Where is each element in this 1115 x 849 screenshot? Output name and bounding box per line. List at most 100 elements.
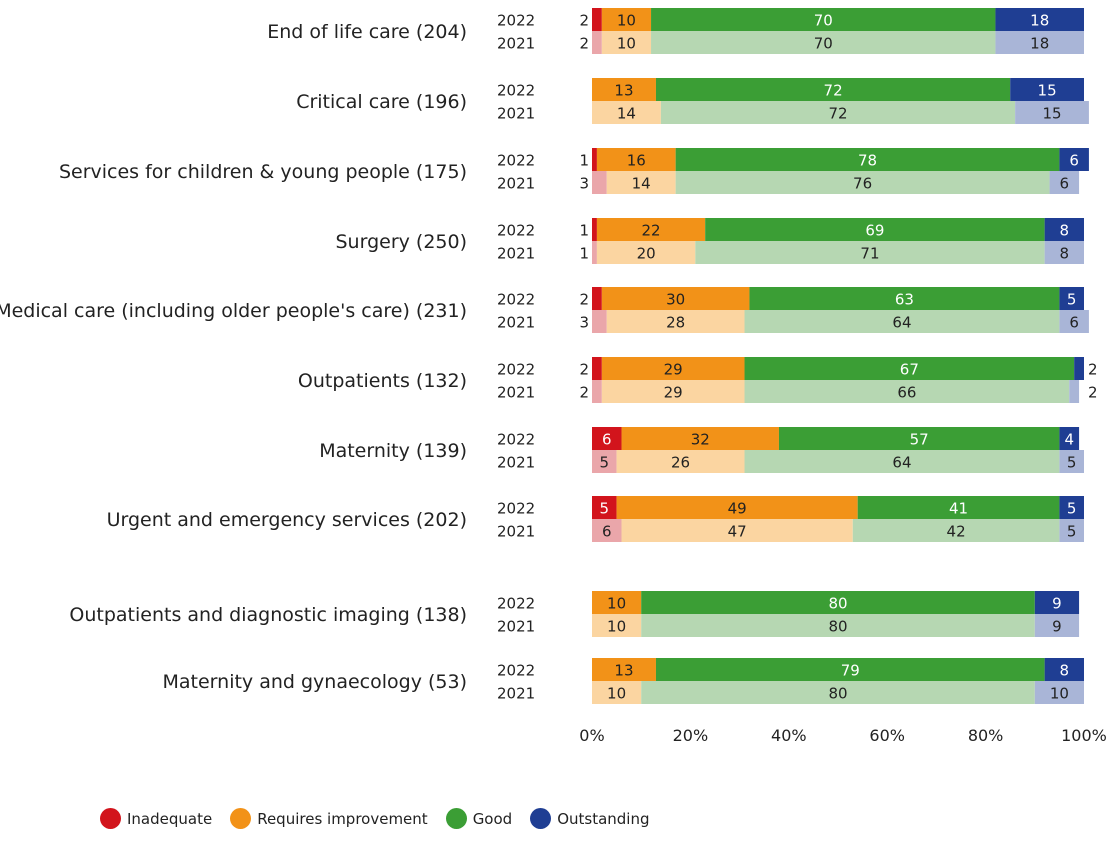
bar-segment bbox=[606, 310, 745, 333]
bar-segment bbox=[592, 101, 661, 124]
data-label: 10 bbox=[617, 35, 636, 53]
bar-segment bbox=[1059, 519, 1084, 542]
bar-segment bbox=[778, 427, 1060, 450]
bar-segment bbox=[655, 78, 1011, 101]
bar-segment bbox=[1059, 427, 1080, 450]
bar-segment bbox=[705, 218, 1045, 241]
data-label: 9 bbox=[1052, 618, 1062, 636]
legend-swatch bbox=[445, 808, 467, 829]
bar-segment bbox=[1069, 380, 1080, 403]
category-label: Maternity and gynaecology (53) bbox=[163, 671, 468, 693]
category-group: Outpatients and diagnostic imaging (138)… bbox=[69, 591, 1080, 637]
bar-segment bbox=[592, 519, 622, 542]
year-label: 2021 bbox=[497, 35, 535, 53]
data-label: 14 bbox=[617, 105, 636, 123]
legend-entry: Good bbox=[445, 808, 512, 829]
year-label: 2021 bbox=[497, 618, 535, 636]
data-label: 15 bbox=[1042, 105, 1061, 123]
bar-segment bbox=[592, 31, 602, 54]
data-label: 18 bbox=[1030, 35, 1049, 53]
bar-segment bbox=[660, 101, 1016, 124]
legend-label: Outstanding bbox=[557, 809, 650, 828]
data-label: 2 bbox=[579, 384, 589, 402]
data-label: 32 bbox=[691, 431, 710, 449]
bar-segment bbox=[995, 8, 1084, 31]
data-label: 5 bbox=[1067, 291, 1077, 309]
bar-segment bbox=[744, 310, 1060, 333]
data-label: 29 bbox=[664, 384, 683, 402]
bar-segment bbox=[592, 427, 622, 450]
x-tick-label: 40% bbox=[771, 726, 807, 745]
year-label: 2022 bbox=[497, 152, 535, 170]
data-label: 2 bbox=[579, 35, 589, 53]
category-label: Maternity (139) bbox=[319, 440, 467, 462]
year-label: 2021 bbox=[497, 105, 535, 123]
x-tick-label: 80% bbox=[968, 726, 1004, 745]
bar-segment bbox=[1015, 101, 1089, 124]
data-label: 2 bbox=[579, 361, 589, 379]
data-label: 67 bbox=[900, 361, 919, 379]
data-label: 80 bbox=[828, 685, 847, 703]
data-label: 10 bbox=[607, 595, 626, 613]
bar-segment bbox=[1044, 218, 1084, 241]
data-label: 18 bbox=[1030, 12, 1049, 30]
year-label: 2022 bbox=[497, 500, 535, 518]
bar-segment bbox=[1074, 357, 1084, 380]
bar-segment bbox=[621, 427, 779, 450]
category-label: End of life care (204) bbox=[267, 21, 467, 43]
category-group: Maternity and gynaecology (53) 2022 13 79 8 2… bbox=[163, 658, 1084, 704]
legend-entry: Inadequate bbox=[100, 808, 212, 829]
year-label: 2021 bbox=[497, 384, 535, 402]
year-label: 2022 bbox=[497, 595, 535, 613]
bar-segment bbox=[592, 614, 642, 637]
bar-segment bbox=[744, 380, 1070, 403]
year-label: 2022 bbox=[497, 431, 535, 449]
data-label: 10 bbox=[1050, 685, 1069, 703]
category-label: Outpatients (132) bbox=[298, 370, 467, 392]
year-label: 2021 bbox=[497, 245, 535, 263]
data-label: 10 bbox=[617, 12, 636, 30]
data-label: 69 bbox=[865, 222, 884, 240]
data-label: 72 bbox=[828, 105, 847, 123]
data-label: 14 bbox=[632, 175, 651, 193]
data-label: 6 bbox=[602, 523, 612, 541]
data-label: 2 bbox=[1088, 384, 1098, 402]
bar-segment bbox=[592, 171, 607, 194]
data-label: 57 bbox=[910, 431, 929, 449]
year-label: 2022 bbox=[497, 222, 535, 240]
x-tick-label: 20% bbox=[673, 726, 709, 745]
bar-segment bbox=[857, 496, 1060, 519]
bar-segment bbox=[1059, 287, 1084, 310]
data-label: 6 bbox=[1069, 152, 1079, 170]
year-label: 2021 bbox=[497, 523, 535, 541]
legend-entry: Requires improvement bbox=[230, 808, 428, 829]
legend-swatch bbox=[230, 808, 252, 829]
x-tick-label: 0% bbox=[579, 726, 604, 745]
bar-segment bbox=[749, 287, 1060, 310]
category-group: Medical care (including older people's c… bbox=[0, 287, 1089, 333]
data-label: 13 bbox=[614, 662, 633, 680]
data-label: 66 bbox=[897, 384, 916, 402]
data-label: 10 bbox=[607, 685, 626, 703]
year-label: 2021 bbox=[497, 314, 535, 332]
bar-segment bbox=[601, 8, 652, 31]
data-label: 26 bbox=[671, 454, 690, 472]
data-label: 9 bbox=[1052, 595, 1062, 613]
data-label: 1 bbox=[579, 152, 589, 170]
category-group: Outpatients (132) 2022 2 29 67 2 2021 2 29 66 2 bbox=[298, 357, 1098, 403]
data-label: 30 bbox=[666, 291, 685, 309]
bar-segment bbox=[596, 218, 706, 241]
data-label: 64 bbox=[892, 454, 911, 472]
bar-segment bbox=[592, 658, 656, 681]
data-label: 8 bbox=[1060, 662, 1070, 680]
category-group: End of life care (204) 2022 2 10 70 18 2021 2 10… bbox=[267, 8, 1084, 54]
data-label: 79 bbox=[841, 662, 860, 680]
data-label: 28 bbox=[666, 314, 685, 332]
legend-label: Inadequate bbox=[127, 809, 213, 828]
bar-segment bbox=[651, 31, 996, 54]
category-label: Medical care (including older people's c… bbox=[0, 300, 467, 322]
data-label: 20 bbox=[637, 245, 656, 263]
data-label: 8 bbox=[1060, 245, 1070, 263]
data-label: 1 bbox=[579, 245, 589, 263]
data-label: 71 bbox=[860, 245, 879, 263]
